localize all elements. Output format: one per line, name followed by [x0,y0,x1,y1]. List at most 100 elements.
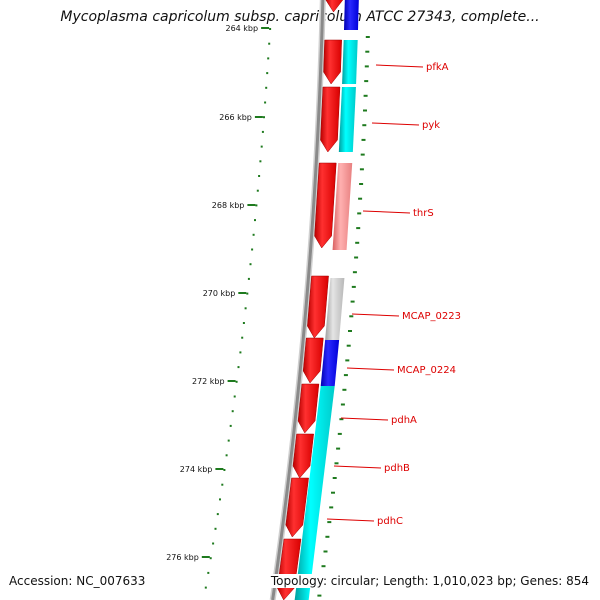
scale-major-tick [227,380,236,382]
gene-label[interactable]: MCAP_0223 [402,311,461,322]
inner-scale-tick [327,521,332,524]
gene-leader-line [375,64,424,68]
inner-scale-tick [337,432,342,435]
scale-minor-tick [256,189,259,192]
cds-track [277,0,344,600]
inner-scale-tick [354,256,359,259]
gene-leader-line [340,417,389,421]
scale-minor-tick [254,219,256,222]
scale-minor-tick [214,527,217,530]
cog-segment-cyan [342,40,358,84]
scale-minor-tick [258,175,261,177]
scale-minor-tick [241,336,244,339]
inner-scale-tick [363,94,368,97]
cds-arrow[interactable] [302,337,324,384]
inner-scale-tick [364,65,369,68]
inner-scale-tick [359,183,364,185]
map-title: Mycoplasma capricolum subsp. capricolum … [60,9,540,25]
scale-minor-tick [268,42,271,45]
gene-leader-line [346,367,395,371]
inner-scale-tick [365,36,370,38]
gene-leader-line [362,210,411,214]
inner-scale-tick [321,565,326,568]
scale-minor-tick [259,160,262,163]
scale-minor-tick [231,410,234,413]
inner-scale-tick [329,506,334,509]
scale-major-tick [238,292,247,294]
scale-label: 268 kbp [212,201,245,210]
scale-minor-tick [239,351,242,354]
inner-scale-tick [336,447,341,450]
inner-scale-tick [351,285,356,288]
backbone-track [269,0,326,600]
inner-scale-tick [346,344,351,347]
cds-arrow[interactable] [297,383,320,434]
scale-minor-tick [219,498,221,501]
cds-arrow[interactable] [307,275,329,339]
inner-scale-tick [325,535,330,538]
inner-scale-tick [343,374,348,377]
gene-label[interactable]: thrS [413,208,434,219]
scale-minor-tick [269,28,272,30]
cog-segment-blue [344,0,359,30]
gene-label[interactable]: MCAP_0224 [397,365,456,376]
scale-minor-tick [267,57,270,60]
inner-scale-tick [360,153,365,156]
accession-text: Accession: NC_007633 [9,574,146,588]
gene-label[interactable]: pdhC [377,516,403,527]
scale-minor-tick [223,469,226,471]
inner-scale-tick [361,138,366,141]
backbone-line [271,0,325,600]
scale-minor-tick [249,263,252,266]
scale-major-tick [247,204,256,206]
scale-label: 270 kbp [203,289,236,298]
cog-segment-cyan [338,87,356,152]
inner-scale-tick [342,388,347,391]
gene-label-layer: pfkA pyk thrS MCAP_0223 MCAP_0224 pdhA pdhB pdh… [326,62,461,527]
gene-label[interactable]: pdhA [391,415,417,426]
scale-minor-tick [252,233,255,236]
cog-segment-pink [332,163,353,250]
scale-label: 274 kbp [180,465,213,474]
scale-minor-tick [225,454,228,457]
scale-minor-tick [221,483,224,486]
inner-scale-tick [323,550,328,553]
inner-scale-tick [317,594,322,597]
cds-arrow[interactable] [314,162,337,249]
inner-scale-tick [357,212,362,215]
scale-minor-tick [242,322,245,324]
inner-scale-tick [334,462,339,465]
scale-label: 264 kbp [225,24,258,33]
gene-label[interactable]: pdhB [384,463,410,474]
inner-scale-tick [363,109,367,112]
cds-arrow[interactable] [325,0,344,13]
scale-minor-tick [251,248,254,251]
cds-arrow[interactable] [323,39,342,85]
scale-minor-tick [229,424,232,427]
scale-minor-tick [246,292,249,295]
scale-label: 272 kbp [192,377,225,386]
inner-scale-tick [345,359,350,362]
gene-leader-line [326,518,375,522]
inner-scale-tick [350,300,355,303]
inner-scale-tick [364,80,369,83]
cds-arrow[interactable] [320,86,341,153]
gene-leader-line [351,313,400,317]
inner-scale-tick [352,271,357,274]
scale-minor-tick [261,130,264,133]
inner-scale-tick [355,241,360,244]
gene-label[interactable]: pfkA [426,62,449,73]
scale-minor-tick [266,72,269,75]
cds-arrow[interactable] [292,433,314,479]
scale-minor-tick [264,101,267,104]
title-strip [0,0,600,28]
inner-scale-tick [340,403,345,406]
genome-summary-text: Topology: circular; Length: 1,010,023 bp… [268,574,591,588]
gene-label[interactable]: pyk [422,120,440,131]
cog-segment-gray [325,278,345,340]
cds-arrow[interactable] [285,477,309,538]
inner-scale-tick [356,227,361,230]
scale-minor-tick [216,513,219,516]
